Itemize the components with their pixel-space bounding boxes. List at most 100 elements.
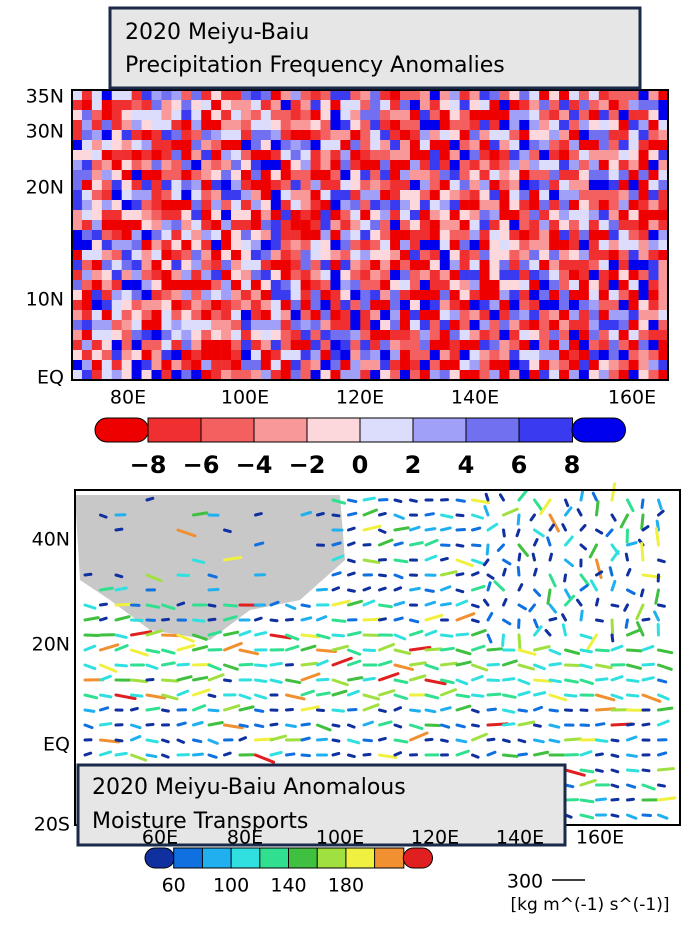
anomaly-cell bbox=[499, 310, 509, 320]
anomaly-cell bbox=[231, 300, 241, 310]
anomaly-cell bbox=[251, 170, 261, 180]
anomaly-cell bbox=[559, 300, 569, 310]
anomaly-cell bbox=[450, 300, 460, 310]
anomaly-cell bbox=[181, 250, 191, 260]
anomaly-cell bbox=[509, 370, 519, 380]
vector bbox=[333, 753, 339, 755]
anomaly-cell bbox=[152, 280, 162, 290]
anomaly-cell bbox=[122, 100, 132, 110]
anomaly-cell bbox=[529, 350, 539, 360]
colorbar-label: 2 bbox=[405, 451, 422, 479]
anomaly-cell bbox=[360, 230, 370, 240]
anomaly-cell bbox=[201, 190, 211, 200]
anomaly-cell bbox=[221, 190, 231, 200]
anomaly-cell bbox=[440, 120, 450, 130]
anomaly-cell bbox=[171, 170, 181, 180]
anomaly-cell bbox=[102, 360, 112, 370]
vector bbox=[628, 724, 634, 725]
anomaly-cell bbox=[301, 360, 311, 370]
anomaly-cell bbox=[350, 180, 360, 190]
anomaly-cell bbox=[519, 280, 529, 290]
anomaly-cell bbox=[529, 230, 539, 240]
anomaly-cell bbox=[231, 220, 241, 230]
anomaly-cell bbox=[400, 290, 410, 300]
anomaly-cell bbox=[350, 120, 360, 130]
anomaly-cell bbox=[629, 100, 639, 110]
anomaly-cell bbox=[420, 210, 430, 220]
anomaly-cell bbox=[142, 330, 152, 340]
anomaly-cell bbox=[519, 170, 529, 180]
vector bbox=[349, 543, 355, 545]
anomaly-cell bbox=[519, 90, 529, 100]
anomaly-cell bbox=[609, 310, 619, 320]
anomaly-cell bbox=[410, 310, 420, 320]
anomaly-cell bbox=[281, 110, 291, 120]
anomaly-cell bbox=[301, 320, 311, 330]
anomaly-cell bbox=[112, 250, 122, 260]
anomaly-cell bbox=[201, 90, 211, 100]
anomaly-cell bbox=[559, 100, 569, 110]
anomaly-cell bbox=[340, 280, 350, 290]
anomaly-cell bbox=[201, 250, 211, 260]
anomaly-cell bbox=[301, 210, 311, 220]
anomaly-cell bbox=[281, 130, 291, 140]
anomaly-cell bbox=[390, 280, 400, 290]
anomaly-cell bbox=[420, 110, 430, 120]
anomaly-cell bbox=[639, 120, 649, 130]
anomaly-cell bbox=[489, 260, 499, 270]
anomaly-cell bbox=[499, 180, 509, 190]
anomaly-cell bbox=[251, 130, 261, 140]
anomaly-cell bbox=[152, 160, 162, 170]
vector bbox=[333, 725, 339, 726]
anomaly-cell bbox=[470, 100, 480, 110]
anomaly-cell bbox=[201, 140, 211, 150]
anomaly-cell bbox=[480, 310, 490, 320]
vector bbox=[178, 664, 188, 665]
anomaly-cell bbox=[340, 190, 350, 200]
anomaly-cell bbox=[639, 210, 649, 220]
anomaly-cell bbox=[132, 300, 142, 310]
anomaly-cell bbox=[350, 280, 360, 290]
anomaly-cell bbox=[430, 190, 440, 200]
anomaly-cell bbox=[420, 360, 430, 370]
anomaly-cell bbox=[619, 340, 629, 350]
anomaly-cell bbox=[519, 320, 529, 330]
anomaly-cell bbox=[480, 210, 490, 220]
anomaly-cell bbox=[241, 280, 251, 290]
anomaly-cell bbox=[390, 360, 400, 370]
anomaly-cell bbox=[161, 150, 171, 160]
vector bbox=[473, 605, 479, 607]
anomaly-cell bbox=[211, 170, 221, 180]
vector bbox=[457, 740, 466, 742]
anomaly-cell bbox=[112, 200, 122, 210]
anomaly-cell bbox=[609, 320, 619, 330]
anomaly-cell bbox=[112, 330, 122, 340]
anomaly-cell bbox=[489, 370, 499, 380]
anomaly-cell bbox=[191, 290, 201, 300]
anomaly-cell bbox=[609, 250, 619, 260]
anomaly-cell bbox=[410, 100, 420, 110]
anomaly-cell bbox=[390, 210, 400, 220]
vector bbox=[380, 575, 386, 576]
anomaly-cell bbox=[122, 370, 132, 380]
anomaly-cell bbox=[539, 300, 549, 310]
anomaly-cell bbox=[112, 110, 122, 120]
anomaly-cell bbox=[360, 330, 370, 340]
anomaly-cell bbox=[241, 240, 251, 250]
anomaly-cell bbox=[539, 320, 549, 330]
anomaly-cell bbox=[82, 90, 92, 100]
vector bbox=[116, 753, 126, 755]
anomaly-cell bbox=[321, 340, 331, 350]
anomaly-cell bbox=[122, 350, 132, 360]
anomaly-cell bbox=[191, 240, 201, 250]
anomaly-cell bbox=[102, 340, 112, 350]
anomaly-cell bbox=[440, 110, 450, 120]
anomaly-cell bbox=[509, 240, 519, 250]
anomaly-cell bbox=[261, 140, 271, 150]
anomaly-cell bbox=[132, 330, 142, 340]
anomaly-cell bbox=[430, 180, 440, 190]
anomaly-cell bbox=[191, 100, 201, 110]
anomaly-cell bbox=[400, 180, 410, 190]
anomaly-cell bbox=[291, 320, 301, 330]
anomaly-cell bbox=[211, 350, 221, 360]
